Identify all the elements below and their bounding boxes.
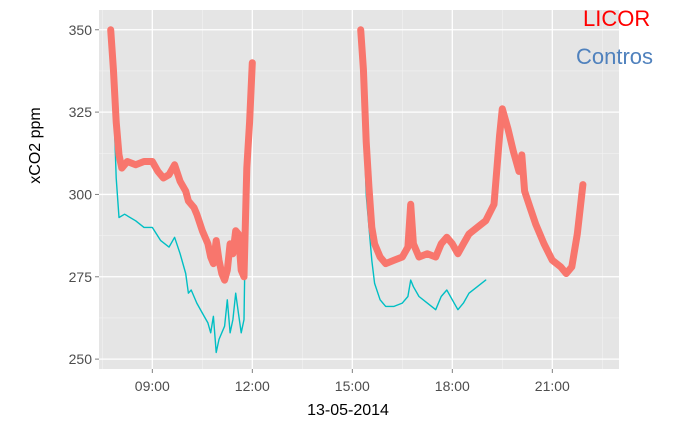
y-tick-label: 350 <box>69 22 93 38</box>
x-axis-title: 13-05-2014 <box>307 402 389 419</box>
series-contros-line-1 <box>360 35 487 311</box>
y-tick-label: 275 <box>69 269 93 285</box>
series-licor-line-0 <box>107 26 256 284</box>
y-tick-label: 300 <box>69 186 93 202</box>
x-tick-label: 21:00 <box>535 378 570 394</box>
series-contros-line-0 <box>109 35 254 354</box>
legend-licor: LICOR <box>583 6 651 31</box>
y-tick-label: 250 <box>69 351 93 367</box>
x-tick-label: 18:00 <box>435 378 470 394</box>
legend-contros: Contros <box>576 44 654 69</box>
x-tick-label: 12:00 <box>235 378 270 394</box>
plot-panel <box>99 10 619 369</box>
y-tick-label: 325 <box>69 104 93 120</box>
x-tick-label: 15:00 <box>335 378 370 394</box>
series-licor-line-1 <box>357 26 587 277</box>
y-axis-title: xCO2 ppm <box>27 107 44 183</box>
x-tick-label: 09:00 <box>135 378 170 394</box>
